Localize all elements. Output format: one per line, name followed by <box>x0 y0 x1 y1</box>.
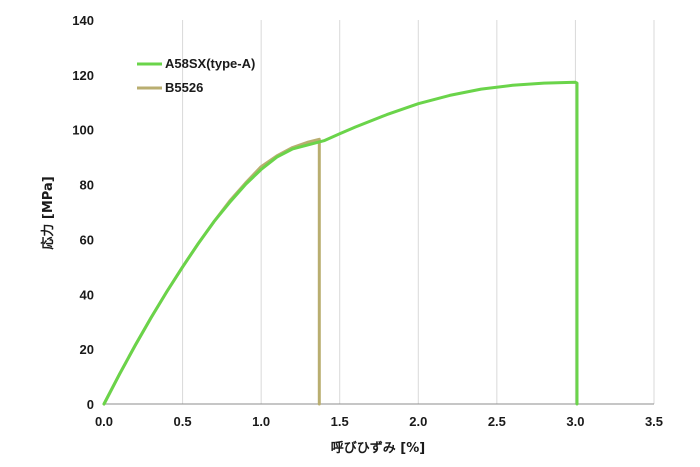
y-tick-label: 140 <box>72 13 94 28</box>
y-tick-labels: 0 20 40 60 80 100 120 140 <box>72 13 94 412</box>
x-tick-label: 0.5 <box>174 414 192 429</box>
x-tick-label: 1.5 <box>331 414 349 429</box>
x-tick-label: 3.0 <box>566 414 584 429</box>
y-tick-label: 60 <box>80 232 94 247</box>
y-tick-label: 80 <box>80 178 94 193</box>
x-tick-label: 3.5 <box>645 414 663 429</box>
y-tick-label: 20 <box>80 342 94 357</box>
x-tick-label: 2.5 <box>488 414 506 429</box>
gridlines <box>182 20 655 404</box>
y-tick-label: 100 <box>72 123 94 138</box>
x-tick-label: 2.0 <box>409 414 427 429</box>
legend-label-b5526: B5526 <box>165 80 203 95</box>
y-tick-label: 0 <box>87 397 94 412</box>
x-axis-title: 呼びひずみ [%] <box>331 440 425 456</box>
x-tick-labels: 0.0 0.5 1.0 1.5 2.0 2.5 3.0 3.5 <box>95 414 663 429</box>
y-tick-label: 40 <box>80 287 94 302</box>
y-tick-label: 120 <box>72 68 94 83</box>
legend-label-a58sx: A58SX(type-A) <box>165 56 255 71</box>
series-line-a58sx <box>102 80 579 406</box>
legend: A58SX(type-A) B5526 <box>137 56 255 95</box>
data-series <box>102 80 579 406</box>
y-axis-title: 応力 [MPa] <box>40 176 56 249</box>
x-tick-label: 1.0 <box>252 414 270 429</box>
x-tick-label: 0.0 <box>95 414 113 429</box>
